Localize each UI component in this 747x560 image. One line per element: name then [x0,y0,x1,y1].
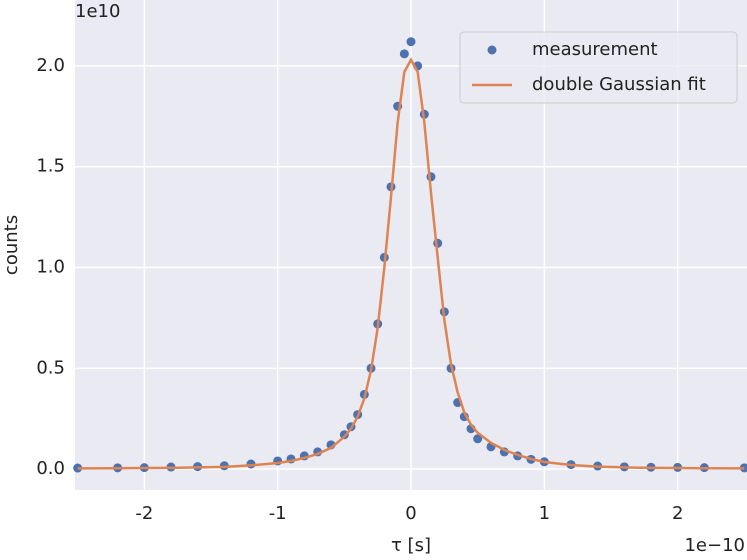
x-tick-label: -1 [269,503,287,524]
x-tick-label: 0 [405,503,416,524]
data-point [399,49,409,59]
x-tick-label: -2 [135,503,153,524]
legend-label: measurement [532,39,658,60]
y-axis-label: counts [1,215,22,275]
legend-marker [487,45,497,55]
legend-label: double Gaussian fit [532,74,706,95]
legend-box [459,31,738,104]
y-tick-label: 2.0 [36,55,65,76]
data-point [473,434,483,444]
y-tick-label: 1.5 [36,156,65,177]
y-offset-label: 1e10 [75,1,120,22]
data-point [406,37,416,47]
x-tick-label: 2 [672,503,683,524]
x-tick-label: 1 [539,503,550,524]
y-tick-label: 0.5 [36,357,65,378]
y-tick-label: 0.0 [36,458,65,479]
x-offset-label: 1e−10 [684,535,745,556]
fit-line [77,57,745,470]
x-axis-label: τ [s] [391,535,431,556]
y-tick-label: 1.0 [36,256,65,277]
